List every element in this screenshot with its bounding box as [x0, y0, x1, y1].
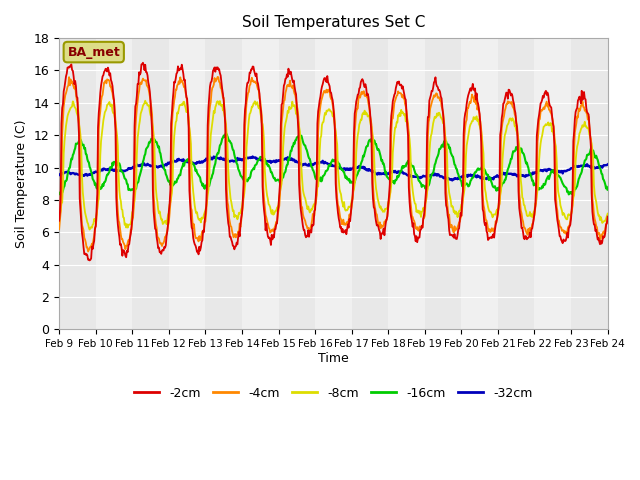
X-axis label: Time: Time [318, 352, 349, 365]
Text: BA_met: BA_met [67, 46, 120, 59]
Bar [242, 38, 278, 329]
Bar [425, 38, 461, 329]
Legend: -2cm, -4cm, -8cm, -16cm, -32cm: -2cm, -4cm, -8cm, -16cm, -32cm [129, 382, 538, 405]
Bar [96, 38, 132, 329]
Bar [169, 38, 205, 329]
Bar [498, 38, 534, 329]
Bar [388, 38, 425, 329]
Title: Soil Temperatures Set C: Soil Temperatures Set C [242, 15, 425, 30]
Bar [59, 38, 96, 329]
Bar [534, 38, 571, 329]
Bar [461, 38, 498, 329]
Bar [205, 38, 242, 329]
Bar [351, 38, 388, 329]
Bar [132, 38, 169, 329]
Y-axis label: Soil Temperature (C): Soil Temperature (C) [15, 120, 28, 248]
Bar [315, 38, 351, 329]
Bar [571, 38, 607, 329]
Bar [278, 38, 315, 329]
Bar [607, 38, 640, 329]
